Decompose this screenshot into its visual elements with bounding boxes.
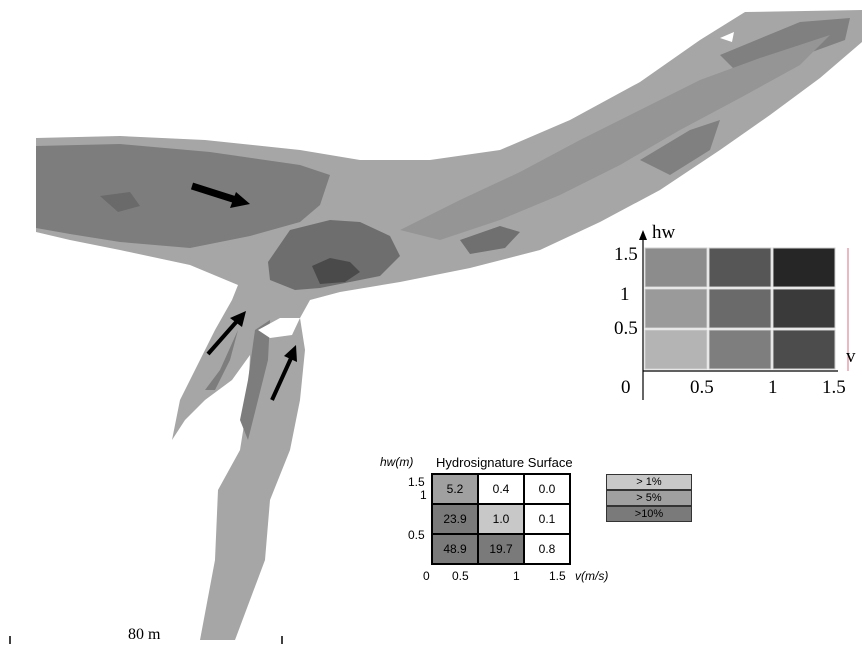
- class-matrix-x-tick: 0: [621, 377, 631, 398]
- hydrosignature-x-tick: 1: [513, 569, 520, 583]
- class-matrix-cell: [644, 288, 708, 329]
- river-deep-zone: [268, 220, 400, 290]
- flow-arrow-icon: [206, 311, 246, 356]
- class-matrix-y-arrow-icon: [639, 230, 647, 240]
- legend-item-1pct: > 1%: [606, 474, 692, 490]
- class-matrix-y-axis-label: hw: [652, 222, 676, 243]
- class-matrix-cell: [708, 288, 772, 329]
- class-matrix-y-tick: 0.5: [614, 318, 638, 339]
- hydrosignature-x-tick: 0: [423, 569, 430, 583]
- river-channel-dark: [36, 144, 330, 248]
- class-matrix-x-tick: 1: [768, 377, 778, 398]
- class-matrix-cell: [708, 329, 772, 370]
- river-dark-patch: [460, 226, 520, 254]
- class-matrix-cell: [644, 329, 708, 370]
- class-matrix-cell: [772, 329, 836, 370]
- hydrosignature-y-tick: 1: [420, 488, 427, 502]
- hydrosignature-x-tick: 0.5: [452, 569, 469, 583]
- river-light-zone: [400, 35, 830, 240]
- class-matrix-x-tick: 1.5: [822, 377, 846, 398]
- legend-item-10pct: >10%: [606, 506, 692, 522]
- class-matrix-x-axis-label: v: [846, 346, 856, 367]
- hydrosignature-cell: [523, 533, 571, 565]
- hydrosignature-y-tick: 0.5: [408, 528, 425, 542]
- hydrosignature-cell-value: 0.0: [539, 482, 556, 496]
- legend-item-5pct: > 5%: [606, 490, 692, 506]
- hydrosignature-y-tick: 1.5: [408, 475, 425, 489]
- hydrosignature-title: Hydrosignature Surface: [436, 455, 573, 470]
- class-matrix: [644, 247, 836, 370]
- hydrosignature-cell-value: 1.0: [493, 512, 510, 526]
- class-matrix-cell: [772, 247, 836, 288]
- river-deepest-zone: [312, 258, 360, 284]
- hydrosignature-cell-value: 48.9: [443, 542, 467, 556]
- flow-arrow-icon: [190, 182, 250, 208]
- hydrosignature-x-tick: 1.5: [549, 569, 566, 583]
- legend-label: > 5%: [636, 492, 662, 504]
- class-matrix-y-tick: 1.5: [614, 244, 638, 265]
- class-matrix-cell: [644, 247, 708, 288]
- legend-label: >10%: [634, 508, 664, 520]
- class-matrix-cell: [772, 288, 836, 329]
- hydrosignature-cell-value: 0.8: [539, 542, 556, 556]
- island: [720, 32, 734, 42]
- hydrosignature-y-axis-label: hw(m): [380, 455, 414, 469]
- scale-bar-label: 80 m: [128, 626, 161, 643]
- hydrosignature-cell-value: 19.7: [489, 542, 513, 556]
- river-dark-patch: [100, 192, 140, 212]
- class-matrix-x-tick: 0.5: [690, 377, 714, 398]
- river-dark-patch: [640, 120, 720, 175]
- island: [258, 318, 300, 338]
- hydrosignature-cell-value: 0.4: [493, 482, 510, 496]
- hydrosignature-cell-value: 0.1: [539, 512, 556, 526]
- legend-label: > 1%: [636, 476, 662, 488]
- hydrosignature-grid: 5.2 0.4 0.0 23.9 1.0 0.1 48.9 19.7 0.8: [431, 473, 571, 565]
- class-matrix-cell: [708, 247, 772, 288]
- flow-arrow-icon: [270, 345, 297, 401]
- class-matrix-y-tick: 1: [620, 284, 630, 305]
- side-channel: [240, 320, 270, 440]
- hydrosignature-cell: [477, 503, 525, 535]
- hydrosignature-cell-value: 5.2: [447, 482, 464, 496]
- hydrosignature-cell-value: 23.9: [443, 512, 467, 526]
- hydrosignature-cell: [431, 533, 479, 565]
- hydrosignature-x-axis-label: v(m/s): [575, 569, 609, 583]
